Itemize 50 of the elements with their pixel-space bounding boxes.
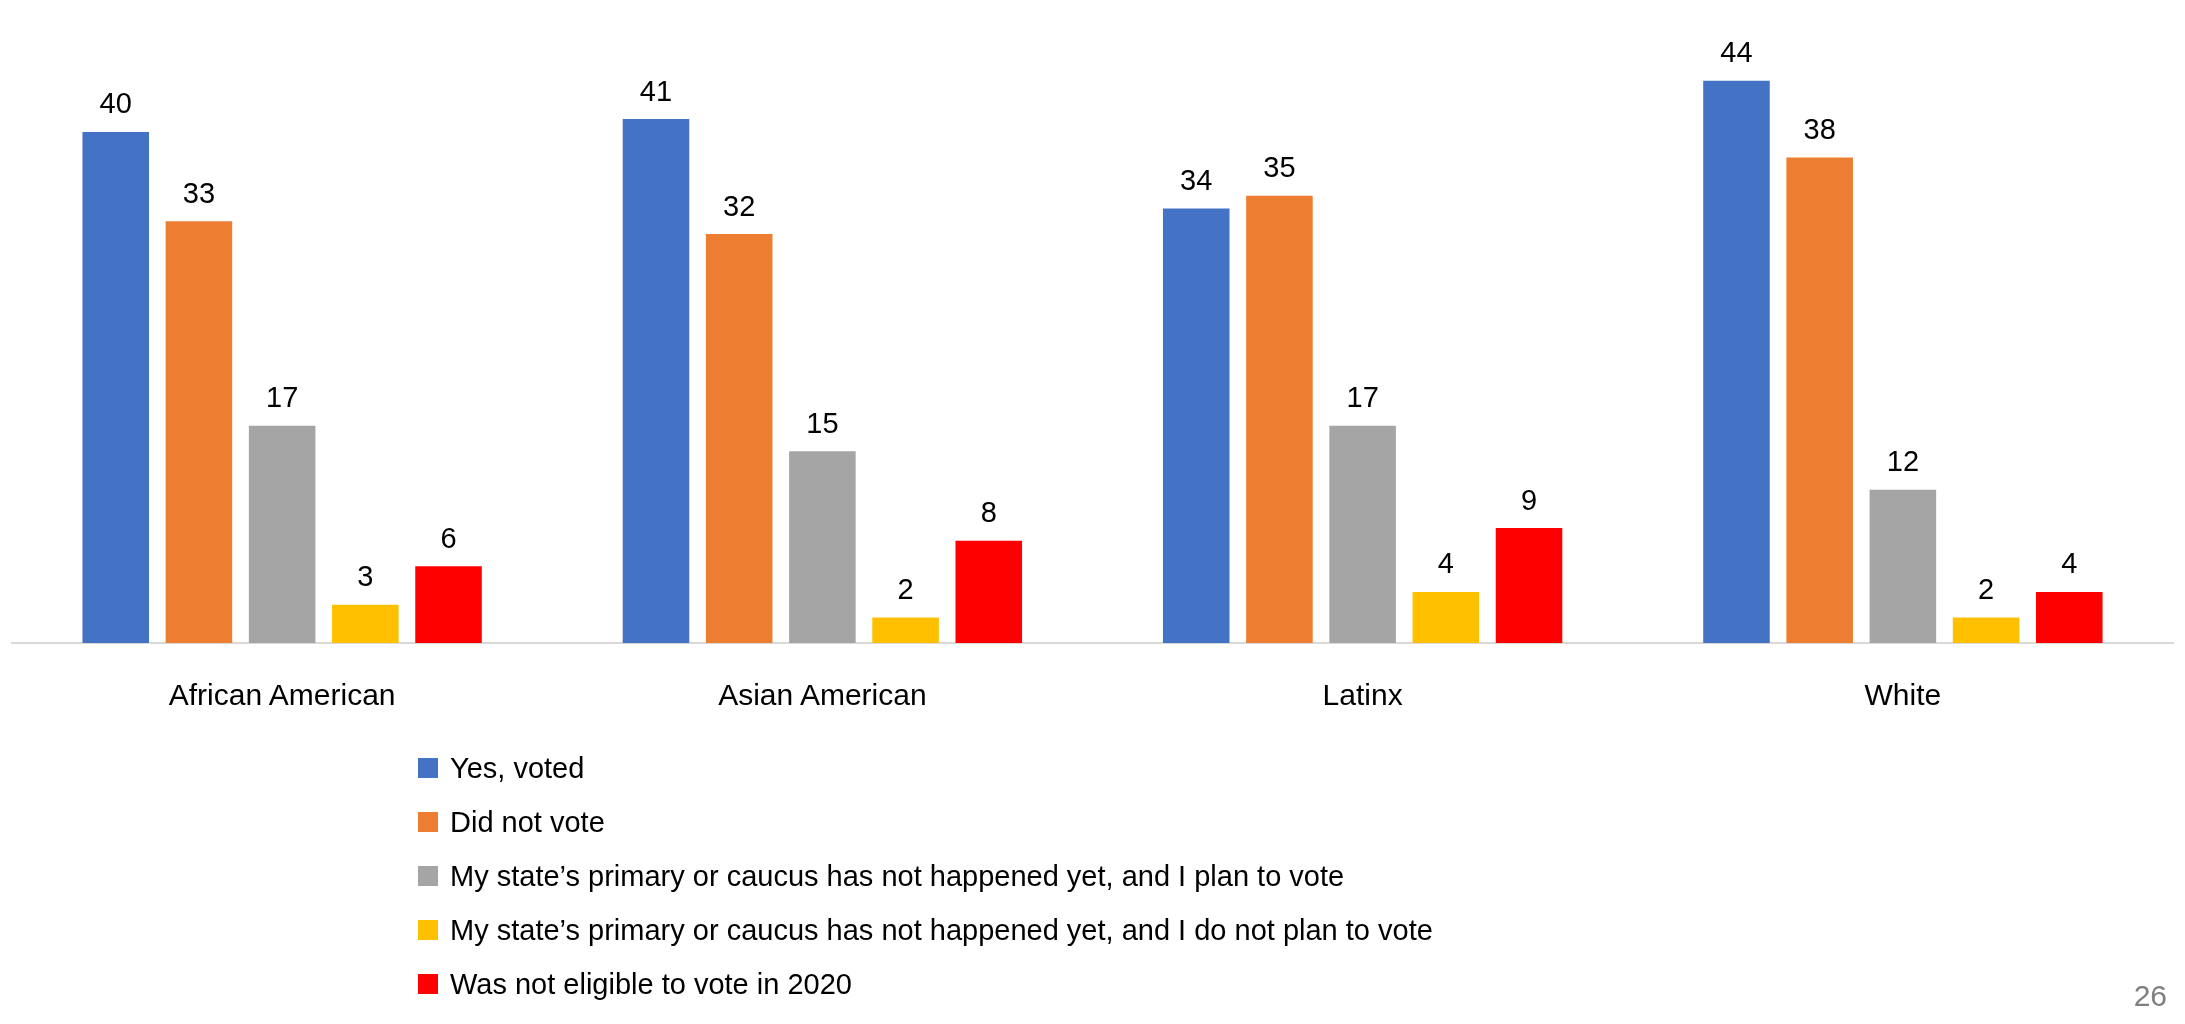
text: 26 bbox=[2133, 979, 2167, 1013]
data-label: 33 bbox=[182, 176, 216, 209]
data-label: 17 bbox=[1346, 381, 1379, 414]
data-label: 12 bbox=[1886, 445, 1920, 478]
bar bbox=[332, 604, 399, 643]
bar bbox=[705, 234, 773, 643]
bar bbox=[1703, 80, 1770, 643]
data-label: 4 bbox=[1437, 547, 1454, 580]
bar bbox=[2035, 591, 2103, 643]
data-label: 32 bbox=[723, 189, 756, 222]
bar bbox=[248, 425, 316, 643]
legend-label: Yes, voted bbox=[450, 751, 585, 785]
bar bbox=[1869, 489, 1937, 643]
data-label: 9 bbox=[1520, 483, 1538, 516]
x-tick-label: Asian American bbox=[718, 678, 927, 712]
data-label: 17 bbox=[265, 381, 299, 414]
data-label: 3 bbox=[357, 560, 374, 593]
bar bbox=[1162, 208, 1230, 643]
bar bbox=[1952, 617, 2020, 643]
bar bbox=[1329, 425, 1396, 643]
bar bbox=[415, 566, 482, 643]
bar bbox=[165, 221, 233, 643]
x-tick-label: White bbox=[1864, 678, 1942, 712]
bar bbox=[955, 540, 1023, 643]
bar bbox=[622, 119, 690, 643]
x-tick-label: Latinx bbox=[1322, 678, 1403, 712]
data-label: 6 bbox=[440, 521, 457, 554]
data-label: 15 bbox=[806, 406, 839, 439]
data-label: 2 bbox=[1978, 572, 1995, 605]
legend-label: My state’s primary or caucus has not happened yet, and I do not plan to vote bbox=[450, 913, 1433, 947]
bar bbox=[872, 617, 939, 643]
data-label: 2 bbox=[897, 572, 914, 605]
bar bbox=[1246, 195, 1313, 643]
bar bbox=[789, 451, 856, 643]
data-label: 40 bbox=[99, 87, 132, 120]
bar bbox=[1786, 157, 1853, 643]
data-label: 41 bbox=[639, 74, 673, 107]
legend-label: Was not eligible to vote in 2020 bbox=[450, 967, 852, 1001]
data-label: 8 bbox=[980, 496, 997, 529]
bar bbox=[1495, 528, 1563, 643]
legend-label: Did not vote bbox=[450, 805, 605, 839]
data-label: 44 bbox=[1720, 36, 1753, 69]
data-label: 4 bbox=[2061, 547, 2078, 580]
x-tick-label: African American bbox=[168, 678, 396, 712]
bar bbox=[82, 131, 150, 643]
legend-label: My state’s primary or caucus has not happened yet, and I plan to vote bbox=[450, 859, 1345, 893]
data-label: 38 bbox=[1803, 112, 1836, 145]
data-label: 34 bbox=[1180, 164, 1213, 197]
data-label: 35 bbox=[1263, 151, 1296, 184]
bar bbox=[1412, 591, 1480, 643]
